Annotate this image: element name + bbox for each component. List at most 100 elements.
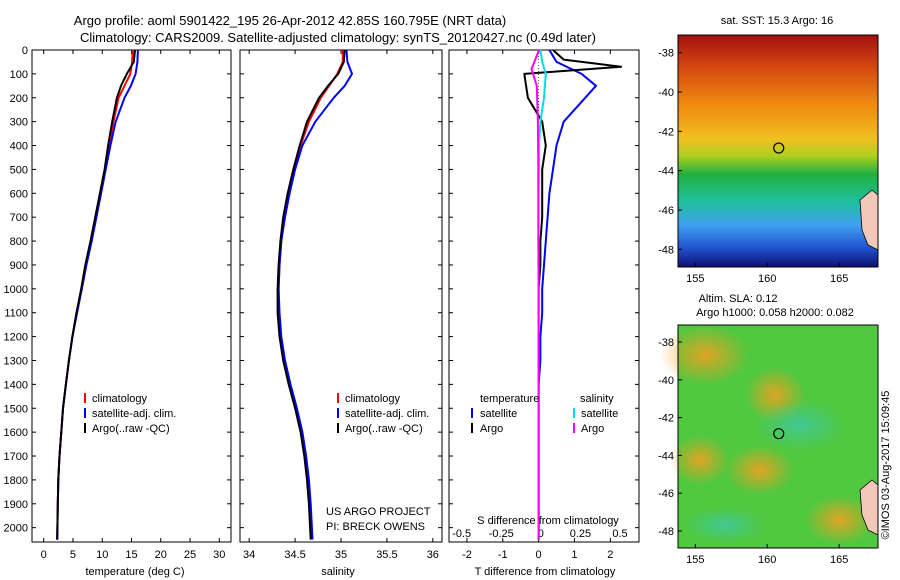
sla-anomaly-low [755,400,845,450]
sla-title-line2: Argo h1000: 0.058 h2000: 0.082 [696,307,854,319]
y-tick-label: 200 [10,93,28,105]
legend-salinity-title: salinity [580,393,614,405]
project-annotation: US ARGO PROJECT [326,506,431,518]
sla-anomaly-high [725,445,795,495]
map-y-tick-label: -46 [658,205,674,217]
pi-annotation: PI: BRECK OWENS [326,521,425,533]
salinity-plot-frame [239,49,443,543]
s-tick-label: -0.5 [452,528,471,540]
sst-map-frame [677,34,879,268]
map-y-tick-label: -40 [658,375,674,387]
map-y-tick-label: -48 [658,526,674,538]
x-tick-label: 0 [41,549,47,561]
sst-map: 155 160 165 -38 -40 -42 -44 -46 -48 [658,34,879,285]
y-tick-label: 900 [10,260,28,272]
x-tick-label: 25 [184,549,196,561]
legend-climatology: climatology [92,393,148,405]
map-y-tick-label: -44 [658,450,674,462]
x-tick-label: 10 [96,549,108,561]
sla-anomaly-high [670,435,730,485]
y-tick-label: 400 [10,141,28,153]
x-tick-label: 0 [536,549,542,561]
y-tick-label: 1300 [4,355,28,367]
legend-satellite: satellite-adj. clim. [92,408,176,420]
y-tick-label: 1700 [4,451,28,463]
map-x-tick-label: 165 [830,554,848,566]
t-difference-axis-label: T difference from climatology [475,566,616,578]
legend-satellite: satellite-adj. clim. [345,408,429,420]
map-y-tick-label: -38 [658,48,674,60]
y-tick-label: 700 [10,212,28,224]
temperature-plot-frame [31,49,232,543]
y-tick-label: 1100 [4,308,28,320]
y-tick-label: 1000 [4,284,28,296]
map-y-tick-label: -48 [658,244,674,256]
legend-argo: Argo(..raw -QC) [345,423,423,435]
x-tick-label: 30 [213,549,225,561]
sla-title-line1: Altim. SLA: 0.12 [699,293,778,305]
temperature-plot: 0 5 10 15 20 25 300100200300400500600700800900… [4,45,231,561]
s-tick-label: 0.25 [570,528,591,540]
salinity-axis-label: salinity [321,566,355,578]
y-tick-label: 100 [10,69,28,81]
map-x-tick-label: 160 [758,554,776,566]
map-y-tick-label: -44 [658,166,674,178]
sla-map-frame [677,324,879,549]
sla-anomaly-high [805,495,875,545]
x-tick-label: -1 [498,549,508,561]
x-tick-label: 35.5 [376,549,397,561]
map-x-tick-label: 155 [686,273,704,285]
x-tick-label: 36 [427,549,439,561]
difference-plot: -2 -1 0 1 2 -0.5 -0.25 0 0.25 0.5 [449,49,639,561]
legend-temperature-argo: Argo [480,423,503,435]
x-tick-label: -2 [462,549,472,561]
y-tick-label: 600 [10,188,28,200]
y-tick-label: 1200 [4,332,28,344]
x-tick-label: 35 [335,549,347,561]
difference-legend: temperature satellite Argo salinity sate… [471,393,618,435]
difference-plot-frame [448,49,640,543]
sla-anomaly-high [660,325,750,385]
sla-axes: 155 160 165 -38 -40 -42 -44 -46 -48 [658,337,848,566]
legend-temperature-title: temperature [480,393,539,405]
salinity-legend: climatology satellite-adj. clim. Argo(..… [326,393,431,533]
y-tick-label: 1500 [4,403,28,415]
series-line-argo-raw-qc- [276,49,346,540]
x-tick-label: 15 [125,549,137,561]
map-y-tick-label: -40 [658,87,674,99]
map-y-tick-label: -38 [658,337,674,349]
sst-field [678,35,878,267]
s-tick-label: 0 [538,528,544,540]
x-tick-label: 2 [607,549,613,561]
y-tick-label: 800 [10,236,28,248]
legend-temperature-satellite: satellite [480,408,517,420]
y-tick-label: 500 [10,164,28,176]
x-tick-label: 34 [243,549,255,561]
figure-subtitle: Climatology: CARS2009. Satellite-adjuste… [80,30,596,45]
y-tick-label: 1400 [4,379,28,391]
legend-salinity-satellite: satellite [581,408,618,420]
x-tick-label: 20 [155,549,167,561]
s-tick-label: -0.25 [489,528,514,540]
y-tick-label: 0 [22,45,28,57]
sla-anomaly-low [685,507,765,543]
temperature-axis-label: temperature (deg C) [85,566,184,578]
y-tick-label: 1800 [4,475,28,487]
series-line-argo-raw-qc- [56,49,136,540]
argo-location-marker [773,428,785,440]
legend-argo: Argo(..raw -QC) [92,423,170,435]
x-tick-label: 1 [571,549,577,561]
salinity-plot: 34 34.5 35 35.5 36 [240,49,442,561]
y-tick-label: 300 [10,117,28,129]
x-tick-label: 5 [70,549,76,561]
legend-salinity-argo: Argo [581,423,604,435]
map-y-tick-label: -42 [658,413,674,425]
map-y-tick-label: -42 [658,126,674,138]
sst-axes: 155 160 165 -38 -40 -42 -44 -46 -48 [658,48,848,285]
sst-map-title: sat. SST: 15.3 Argo: 16 [721,15,834,27]
temperature-legend: climatology satellite-adj. clim. Argo(..… [84,393,176,435]
argo-location-marker [773,142,785,154]
figure-title: Argo profile: aoml 5901422_195 26-Apr-20… [74,13,506,28]
map-x-tick-label: 155 [686,554,704,566]
